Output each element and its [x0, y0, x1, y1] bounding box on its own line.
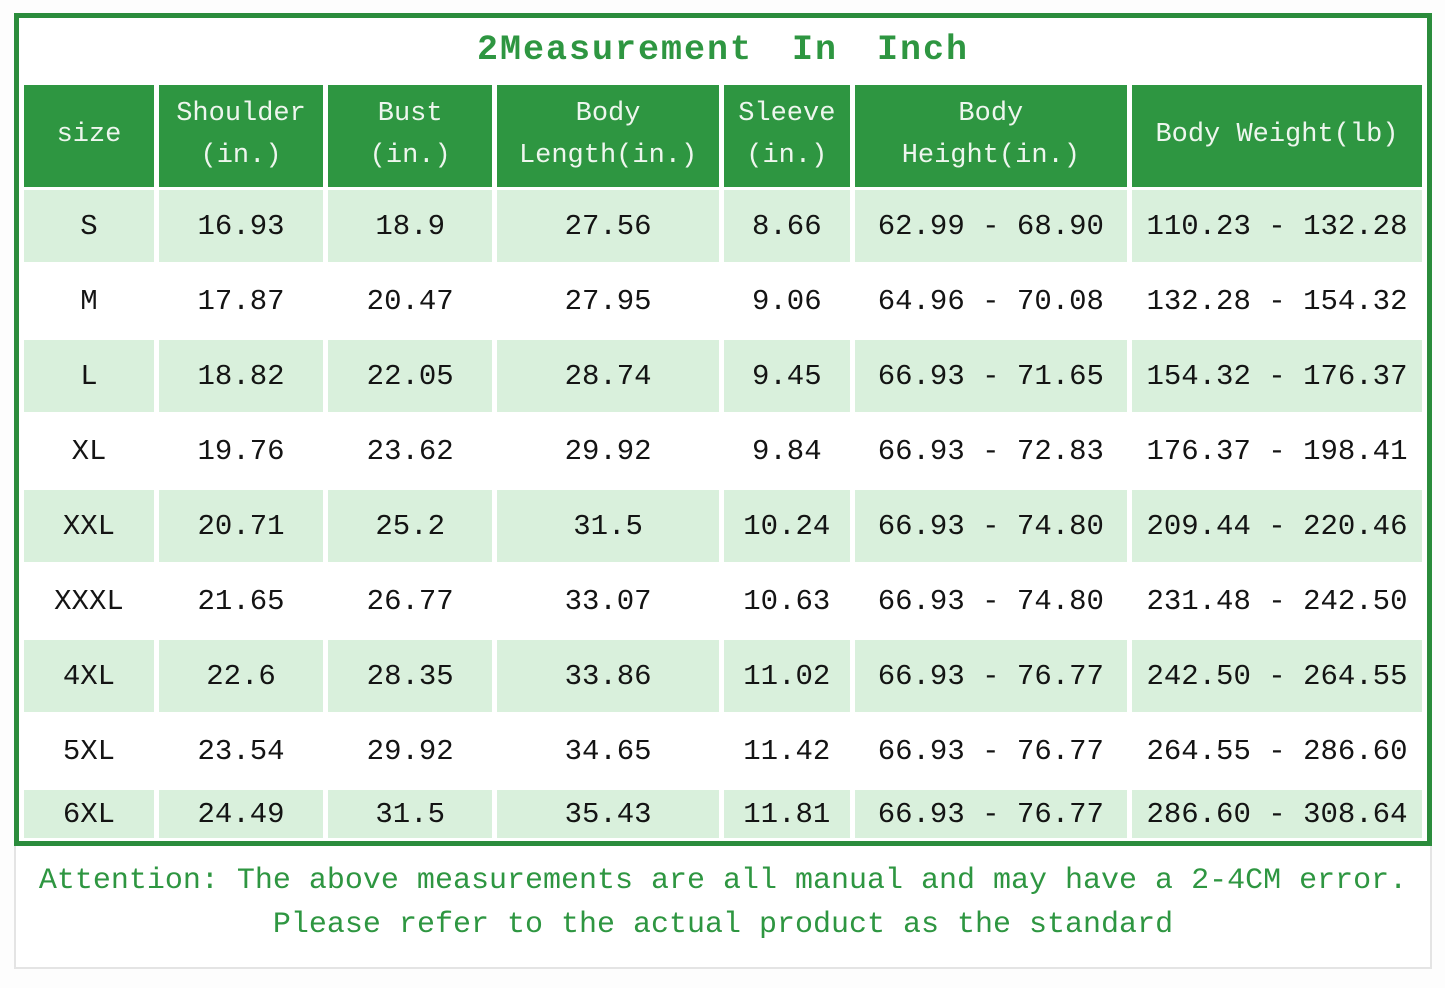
sleeve-value: 8.66 [723, 190, 850, 262]
sleeve-value: 9.45 [723, 340, 850, 412]
table-row-xl: XL 19.76 23.62 29.92 9.84 66.93 - 72.83 … [24, 415, 1422, 487]
bust-value: 25.2 [328, 490, 493, 562]
attention-note: Attention: The above measurements are al… [14, 846, 1432, 969]
column-header-body-weight: Body Weight(lb) [1131, 85, 1422, 187]
table-row-m: M 17.87 20.47 27.95 9.06 64.96 - 70.08 1… [24, 265, 1422, 337]
body-weight-value: 110.23 - 132.28 [1131, 190, 1422, 262]
size-cell: XL [24, 415, 154, 487]
shoulder-value: 24.49 [158, 790, 324, 838]
body-weight-value: 154.32 - 176.37 [1131, 340, 1422, 412]
size-cell: S [24, 190, 154, 262]
column-header-body-length: Body Length(in.) [497, 85, 719, 187]
table-row-xxxl: XXXL 21.65 26.77 33.07 10.63 66.93 - 74.… [24, 565, 1422, 637]
size-cell: M [24, 265, 154, 337]
shoulder-value: 22.6 [158, 640, 324, 712]
sleeve-value: 9.84 [723, 415, 850, 487]
body-weight-value: 176.37 - 198.41 [1131, 415, 1422, 487]
body-length-value: 35.43 [497, 790, 719, 838]
column-header-shoulder: Shoulder (in.) [158, 85, 324, 187]
sleeve-value: 11.02 [723, 640, 850, 712]
table-row-l: L 18.82 22.05 28.74 9.45 66.93 - 71.65 1… [24, 340, 1422, 412]
body-length-value: 31.5 [497, 490, 719, 562]
body-weight-value: 209.44 - 220.46 [1131, 490, 1422, 562]
shoulder-value: 23.54 [158, 715, 324, 787]
body-height-value: 66.93 - 72.83 [854, 415, 1127, 487]
shoulder-value: 19.76 [158, 415, 324, 487]
body-length-value: 33.86 [497, 640, 719, 712]
size-cell: XXXL [24, 565, 154, 637]
body-height-value: 64.96 - 70.08 [854, 265, 1127, 337]
body-height-value: 66.93 - 74.80 [854, 565, 1127, 637]
attention-line-2: Please refer to the actual product as th… [272, 907, 1174, 942]
body-length-value: 34.65 [497, 715, 719, 787]
size-cell: XXL [24, 490, 154, 562]
table-row-4xl: 4XL 22.6 28.35 33.86 11.02 66.93 - 76.77… [24, 640, 1422, 712]
body-length-value: 27.95 [497, 265, 719, 337]
body-length-value: 33.07 [497, 565, 719, 637]
bust-value: 22.05 [328, 340, 493, 412]
size-cell: 6XL [24, 790, 154, 838]
sleeve-value: 10.24 [723, 490, 850, 562]
body-length-value: 29.92 [497, 415, 719, 487]
size-cell: 5XL [24, 715, 154, 787]
sleeve-value: 9.06 [723, 265, 850, 337]
shoulder-value: 16.93 [158, 190, 324, 262]
shoulder-value: 21.65 [158, 565, 324, 637]
bust-value: 26.77 [328, 565, 493, 637]
bust-value: 31.5 [328, 790, 493, 838]
bust-value: 18.9 [328, 190, 493, 262]
shoulder-value: 18.82 [158, 340, 324, 412]
table-row-s: S 16.93 18.9 27.56 8.66 62.99 - 68.90 11… [24, 190, 1422, 262]
body-height-value: 62.99 - 68.90 [854, 190, 1127, 262]
body-weight-value: 132.28 - 154.32 [1131, 265, 1422, 337]
column-header-bust: Bust (in.) [328, 85, 493, 187]
body-weight-value: 286.60 - 308.64 [1131, 790, 1422, 838]
size-chart-frame: 2Measurement In Inch size Shoulder (in.)… [14, 13, 1432, 846]
table-row-6xl: 6XL 24.49 31.5 35.43 11.81 66.93 - 76.77… [24, 790, 1422, 838]
attention-line-1: Attention: The above measurements are al… [38, 864, 1408, 898]
size-cell: 4XL [24, 640, 154, 712]
title-bar: 2Measurement In Inch [19, 18, 1427, 82]
body-height-value: 66.93 - 76.77 [854, 790, 1127, 838]
body-weight-value: 264.55 - 286.60 [1131, 715, 1422, 787]
bust-value: 29.92 [328, 715, 493, 787]
body-height-value: 66.93 - 71.65 [854, 340, 1127, 412]
sleeve-value: 11.42 [723, 715, 850, 787]
size-table: size Shoulder (in.) Bust (in.) Body Leng… [19, 82, 1427, 841]
shoulder-value: 20.71 [158, 490, 324, 562]
table-row-5xl: 5XL 23.54 29.92 34.65 11.42 66.93 - 76.7… [24, 715, 1422, 787]
body-weight-value: 231.48 - 242.50 [1131, 565, 1422, 637]
chart-title: 2Measurement In Inch [476, 30, 970, 70]
bust-value: 28.35 [328, 640, 493, 712]
size-cell: L [24, 340, 154, 412]
header-row: size Shoulder (in.) Bust (in.) Body Leng… [24, 85, 1422, 187]
sleeve-value: 10.63 [723, 565, 850, 637]
column-header-size: size [24, 85, 154, 187]
body-height-value: 66.93 - 76.77 [854, 715, 1127, 787]
body-height-value: 66.93 - 76.77 [854, 640, 1127, 712]
bust-value: 20.47 [328, 265, 493, 337]
body-height-value: 66.93 - 74.80 [854, 490, 1127, 562]
shoulder-value: 17.87 [158, 265, 324, 337]
body-length-value: 28.74 [497, 340, 719, 412]
sleeve-value: 11.81 [723, 790, 850, 838]
table-row-xxl: XXL 20.71 25.2 31.5 10.24 66.93 - 74.80 … [24, 490, 1422, 562]
column-header-body-height: Body Height(in.) [854, 85, 1127, 187]
body-weight-value: 242.50 - 264.55 [1131, 640, 1422, 712]
body-length-value: 27.56 [497, 190, 719, 262]
bust-value: 23.62 [328, 415, 493, 487]
column-header-sleeve: Sleeve (in.) [723, 85, 850, 187]
